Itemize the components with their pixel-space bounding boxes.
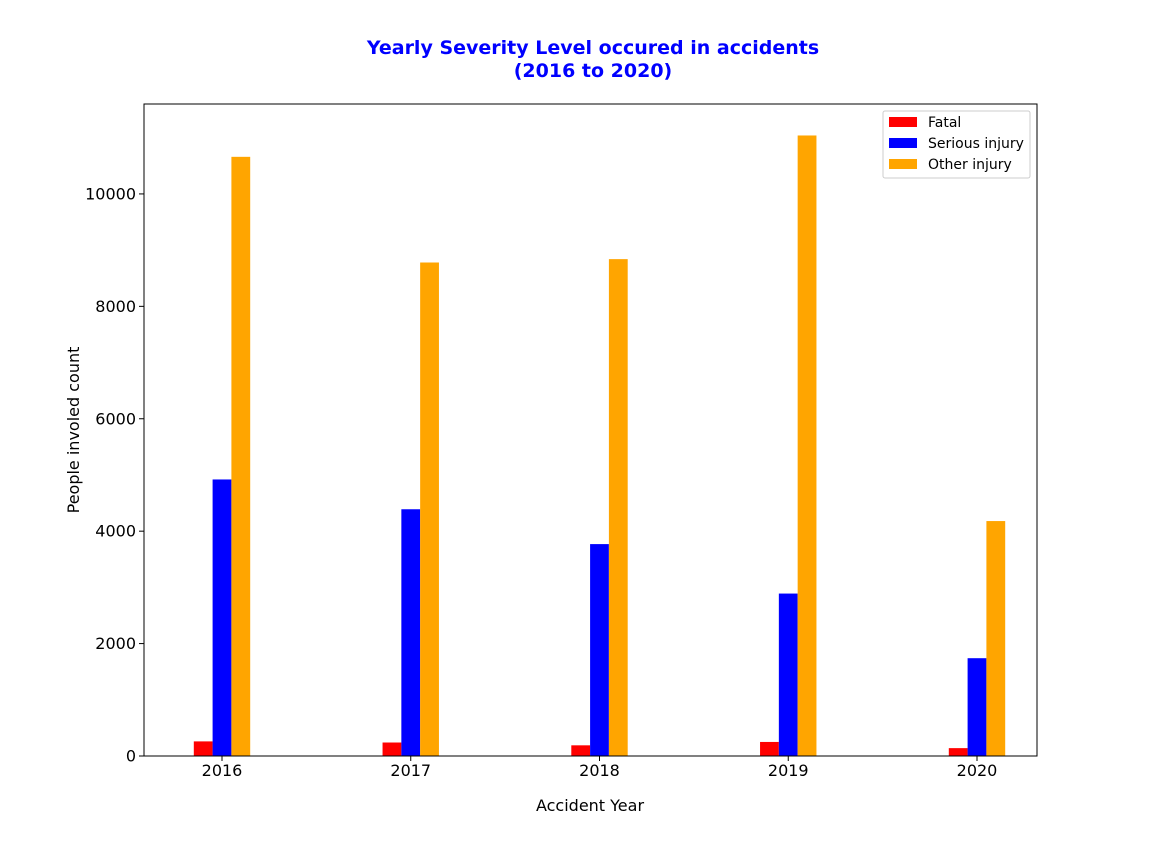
bar-other-injury-2020 xyxy=(986,521,1006,756)
y-tick-label: 4000 xyxy=(95,522,136,541)
x-tick-label: 2020 xyxy=(957,761,998,780)
x-axis-label: Accident Year xyxy=(536,796,645,815)
bar-serious-injury-2018 xyxy=(590,544,609,756)
legend-box xyxy=(882,110,1031,179)
x-tick-label: 2016 xyxy=(202,761,243,780)
y-axis-label: People involed count xyxy=(64,347,83,514)
y-tick-label: 10000 xyxy=(85,184,136,203)
legend-label-serious-injury: Serious injury xyxy=(928,136,1024,152)
bar-other-injury-2016 xyxy=(231,156,251,756)
y-tick-label: 6000 xyxy=(95,409,136,428)
legend: Fatal Serious injury Other injury xyxy=(882,110,1031,179)
legend-swatch-serious-injury xyxy=(889,138,917,148)
x-tick-label: 2018 xyxy=(579,761,620,780)
x-axis-ticks: 2016 2017 2018 2019 2020 xyxy=(202,756,998,780)
bar-serious-injury-2019 xyxy=(778,593,798,756)
bar-serious-injury-2020 xyxy=(967,658,987,756)
bar-other-injury-2019 xyxy=(797,135,817,757)
legend-label-fatal: Fatal xyxy=(928,115,961,131)
bar-fatal-2016 xyxy=(193,741,213,756)
x-tick-label: 2019 xyxy=(768,761,809,780)
legend-swatch-other-injury xyxy=(889,159,917,169)
bar-fatal-2018 xyxy=(571,745,591,756)
bar-serious-injury-2016 xyxy=(212,479,232,756)
y-tick-label: 0 xyxy=(126,747,136,766)
bar-fatal-2020 xyxy=(948,748,968,756)
legend-swatch-fatal xyxy=(889,117,917,127)
bar-serious-injury-2017 xyxy=(401,509,421,756)
bars-group xyxy=(193,135,1006,757)
bar-other-injury-2017 xyxy=(420,262,439,756)
y-axis-ticks: 0 2000 4000 6000 8000 10000 xyxy=(85,184,144,766)
chart-title-line-2: (2016 to 2020) xyxy=(514,60,673,82)
y-tick-label: 2000 xyxy=(95,634,136,653)
plot-frame xyxy=(143,103,1038,757)
x-tick-label: 2017 xyxy=(390,761,431,780)
y-tick-label: 8000 xyxy=(95,297,136,316)
bar-other-injury-2018 xyxy=(608,259,628,756)
chart-title-line-1: Yearly Severity Level occured in acciden… xyxy=(366,37,819,59)
legend-label-other-injury: Other injury xyxy=(928,157,1012,173)
bar-fatal-2019 xyxy=(760,741,779,756)
bar-fatal-2017 xyxy=(382,742,402,756)
